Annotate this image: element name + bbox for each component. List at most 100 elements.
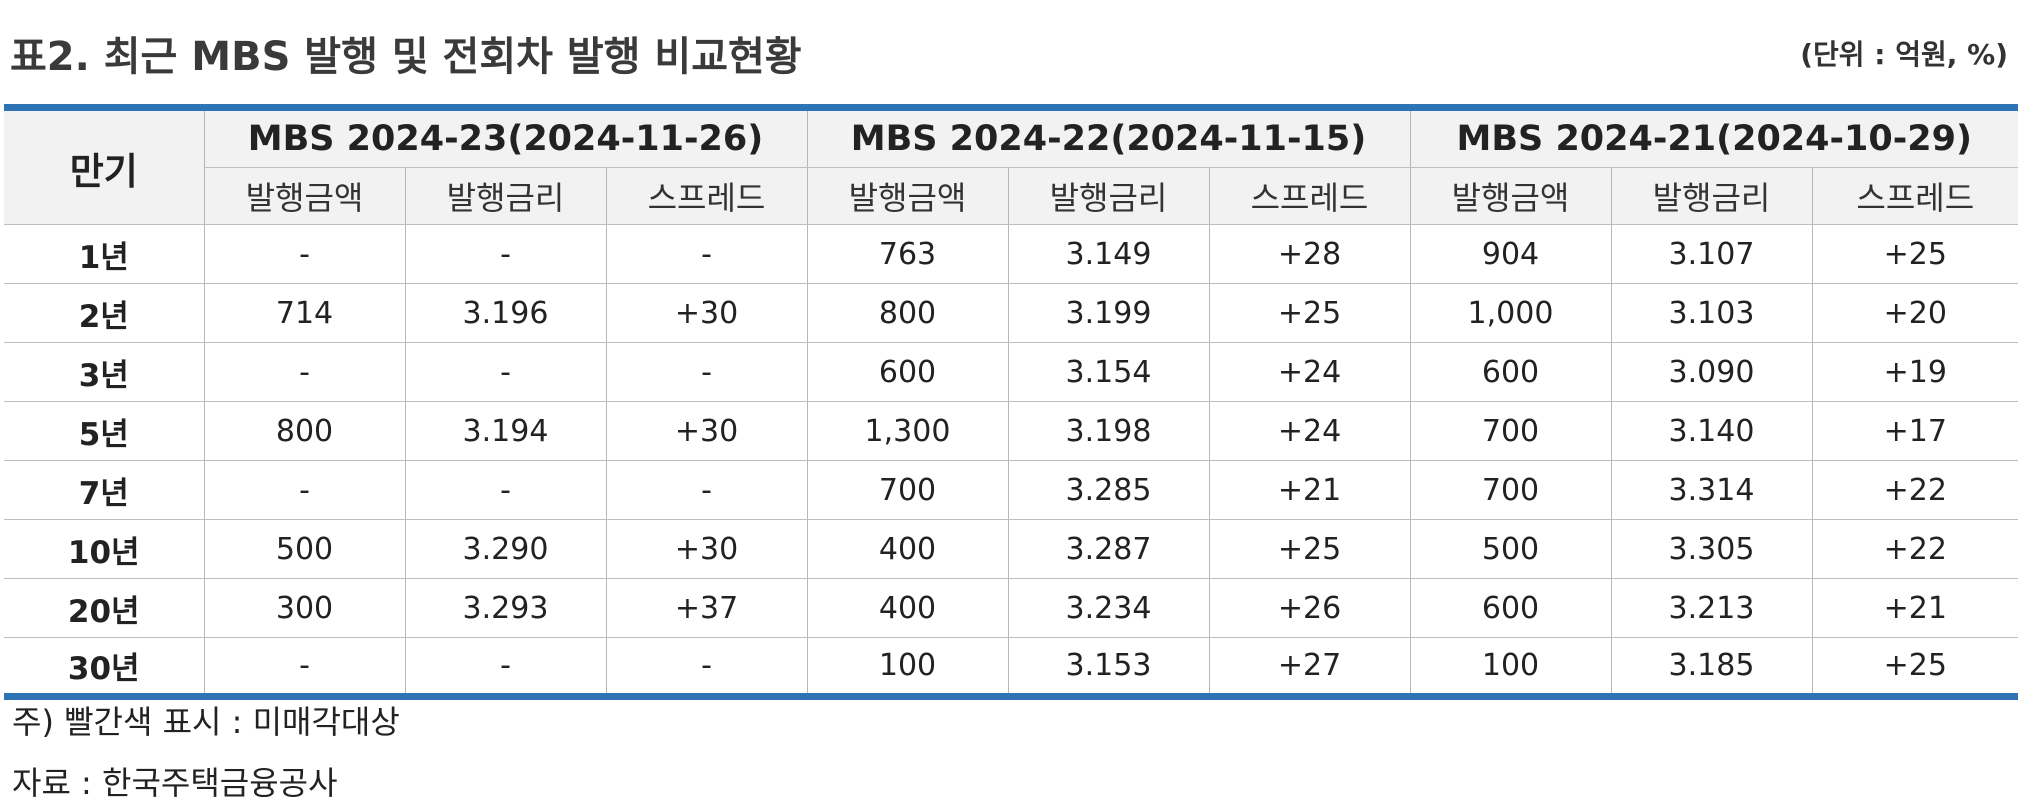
data-cell: 3.107: [1610, 224, 1813, 284]
data-cell: +22: [1811, 519, 2019, 579]
data-cell: +20: [1811, 283, 2019, 343]
term-cell: 1년: [4, 224, 205, 284]
data-cell: 3.287: [1007, 519, 1210, 579]
data-cell: +25: [1811, 637, 2019, 697]
data-cell: -: [404, 224, 607, 284]
group-header-2024-23: MBS 2024-23(2024-11-26): [203, 107, 808, 168]
data-cell: +30: [605, 519, 808, 579]
data-cell: 3.194: [404, 401, 607, 461]
data-cell: 100: [1409, 637, 1612, 697]
data-cell: 3.185: [1610, 637, 1813, 697]
data-cell: 600: [1409, 578, 1612, 638]
data-cell: 800: [806, 283, 1009, 343]
data-cell: 600: [1409, 342, 1612, 402]
data-cell: 500: [203, 519, 406, 579]
term-cell: 20년: [4, 578, 205, 638]
data-cell: 3.234: [1007, 578, 1210, 638]
unit-label: (단위 : 억원, %): [1800, 38, 2008, 71]
data-cell: +27: [1208, 637, 1411, 697]
mbs-issuance-table: 만기 MBS 2024-23(2024-11-26) MBS 2024-22(2…: [4, 104, 2019, 700]
term-cell: 3년: [4, 342, 205, 402]
sub-header-rate: 발행금리: [1007, 167, 1210, 225]
data-cell: -: [404, 460, 607, 520]
data-cell: +28: [1208, 224, 1411, 284]
data-cell: -: [203, 342, 406, 402]
data-cell: 3.154: [1007, 342, 1210, 402]
group-header-2024-22: MBS 2024-22(2024-11-15): [806, 107, 1411, 168]
data-cell: 3.196: [404, 283, 607, 343]
table-title: 표2. 최근 MBS 발행 및 전회차 발행 비교현황: [10, 34, 802, 80]
table-row: 7년 - - - 700 3.285 +21 700 3.314 +22: [4, 460, 2019, 520]
data-cell: 500: [1409, 519, 1612, 579]
data-cell: -: [605, 342, 808, 402]
data-cell: 763: [806, 224, 1009, 284]
table-row: 30년 - - - 100 3.153 +27 100 3.185 +25: [4, 637, 2019, 697]
sub-header-amount: 발행금액: [1409, 167, 1612, 225]
data-cell: 300: [203, 578, 406, 638]
data-cell: -: [404, 637, 607, 697]
data-cell: +25: [1811, 224, 2019, 284]
sub-header-rate: 발행금리: [1610, 167, 1813, 225]
data-cell: 700: [806, 460, 1009, 520]
data-cell: +21: [1208, 460, 1411, 520]
table-row: 2년 714 3.196 +30 800 3.199 +25 1,000 3.1…: [4, 283, 2019, 343]
data-cell: 400: [806, 578, 1009, 638]
data-cell: -: [605, 460, 808, 520]
data-cell: 3.198: [1007, 401, 1210, 461]
source-note: 자료 : 한국주택금융공사: [12, 764, 338, 802]
data-cell: 700: [1409, 401, 1612, 461]
table-body: 1년 - - - 763 3.149 +28 904 3.107 +25 2년 …: [4, 224, 2019, 697]
data-cell: +30: [605, 401, 808, 461]
data-cell: -: [605, 224, 808, 284]
data-cell: 3.090: [1610, 342, 1813, 402]
table-row: 3년 - - - 600 3.154 +24 600 3.090 +19: [4, 342, 2019, 402]
term-cell: 10년: [4, 519, 205, 579]
term-cell: 7년: [4, 460, 205, 520]
term-column-header: 만기: [4, 107, 205, 225]
data-cell: -: [203, 460, 406, 520]
data-cell: 3.293: [404, 578, 607, 638]
data-cell: +30: [605, 283, 808, 343]
data-cell: 800: [203, 401, 406, 461]
data-cell: 1,300: [806, 401, 1009, 461]
title-row: 표2. 최근 MBS 발행 및 전회차 발행 비교현황 (단위 : 억원, %): [10, 18, 2008, 88]
data-cell: +19: [1811, 342, 2019, 402]
data-cell: 600: [806, 342, 1009, 402]
data-cell: +37: [605, 578, 808, 638]
table-row: 20년 300 3.293 +37 400 3.234 +26 600 3.21…: [4, 578, 2019, 638]
data-cell: +24: [1208, 342, 1411, 402]
sub-header-spread: 스프레드: [1811, 167, 2019, 225]
footnote: 주) 빨간색 표시 : 미매각대상: [12, 703, 400, 741]
sub-header-amount: 발행금액: [806, 167, 1009, 225]
data-cell: -: [203, 224, 406, 284]
data-cell: 100: [806, 637, 1009, 697]
table-row: 10년 500 3.290 +30 400 3.287 +25 500 3.30…: [4, 519, 2019, 579]
data-cell: -: [605, 637, 808, 697]
term-cell: 2년: [4, 283, 205, 343]
sub-header-spread: 스프레드: [1208, 167, 1411, 225]
data-cell: 3.140: [1610, 401, 1813, 461]
sub-header-rate: 발행금리: [404, 167, 607, 225]
table-row: 5년 800 3.194 +30 1,300 3.198 +24 700 3.1…: [4, 401, 2019, 461]
data-cell: 3.213: [1610, 578, 1813, 638]
data-cell: -: [203, 637, 406, 697]
data-cell: 3.149: [1007, 224, 1210, 284]
sub-header-amount: 발행금액: [204, 167, 406, 225]
data-cell: +22: [1811, 460, 2019, 520]
data-cell: +25: [1208, 519, 1411, 579]
data-cell: 400: [806, 519, 1009, 579]
data-cell: +17: [1811, 401, 2019, 461]
sub-header-spread: 스프레드: [605, 167, 808, 225]
group-header-2024-21: MBS 2024-21(2024-10-29): [1409, 107, 2019, 168]
data-cell: +21: [1811, 578, 2019, 638]
term-cell: 5년: [4, 401, 205, 461]
data-cell: 1,000: [1409, 283, 1612, 343]
data-cell: 3.285: [1007, 460, 1210, 520]
data-cell: 3.153: [1007, 637, 1210, 697]
data-cell: 3.305: [1610, 519, 1813, 579]
data-cell: +24: [1208, 401, 1411, 461]
data-cell: 714: [203, 283, 406, 343]
data-cell: 3.199: [1007, 283, 1210, 343]
data-cell: +26: [1208, 578, 1411, 638]
